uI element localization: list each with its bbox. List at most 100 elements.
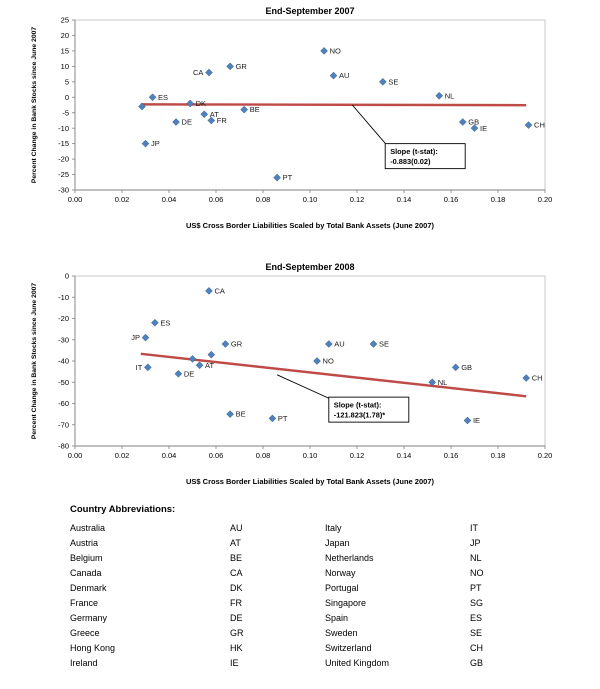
country-code: NL (470, 553, 482, 563)
point-label-FR: FR (217, 116, 228, 125)
country-code: SE (470, 628, 483, 638)
point-label-SE: SE (379, 340, 389, 349)
point-label-JP: JP (151, 139, 160, 148)
country-code: SG (470, 598, 484, 608)
x-axis-label: US$ Cross Border Liabilities Scaled by T… (186, 477, 435, 486)
country-name: Norway (325, 568, 356, 578)
data-point-IT (143, 363, 152, 372)
country-name: Denmark (70, 583, 107, 593)
country-name: Ireland (70, 658, 98, 668)
y-tick-label: -30 (58, 335, 69, 344)
point-label-CA: CA (214, 286, 224, 295)
data-point-PT (273, 173, 281, 182)
country-abbreviations-section: Country Abbreviations: Australia AU Italy I… (0, 504, 600, 671)
x-tick-label: 0.10 (303, 195, 318, 204)
annotation-leader-line (351, 104, 388, 146)
point-label-CA: CA (193, 68, 203, 77)
country-code: GR (230, 628, 244, 638)
country-code: DK (230, 583, 243, 593)
abbreviations-table: Australia AU Italy IT Austria AT Japan JP Belgiu… (70, 521, 600, 671)
x-tick-label: 0.00 (68, 451, 83, 460)
x-tick-label: 0.04 (162, 451, 177, 460)
data-point-SE (369, 340, 378, 348)
x-tick-label: 0.20 (538, 195, 553, 204)
point-label-GR: GR (231, 340, 243, 349)
country-name: Switzerland (325, 643, 372, 653)
data-point-CH (524, 121, 533, 129)
point-label-CH: CH (534, 121, 545, 130)
point-label-SE: SE (388, 77, 398, 86)
slope-annotation-box (328, 396, 410, 423)
y-tick-label: -40 (58, 357, 69, 366)
y-tick-label: -70 (58, 420, 69, 429)
x-tick-label: 0.12 (350, 195, 365, 204)
data-point-GB (451, 363, 460, 372)
point-label-DK: DK (196, 99, 206, 108)
y-tick-label: -5 (62, 108, 69, 117)
data-point-CA (205, 287, 213, 295)
x-tick-label: 0.06 (209, 451, 224, 460)
data-point-NL (435, 91, 444, 100)
country-name: Italy (325, 523, 342, 533)
x-tick-label: 0.18 (491, 195, 506, 204)
point-label-PT: PT (283, 173, 293, 182)
point-label-ES: ES (160, 318, 170, 327)
x-tick-label: 0.10 (303, 451, 318, 460)
y-tick-label: -10 (58, 124, 69, 133)
data-point-AT (195, 361, 204, 370)
data-point (138, 102, 146, 111)
country-code: JP (470, 538, 481, 548)
abbreviations-heading: Country Abbreviations: (70, 504, 176, 515)
data-point-GB (458, 118, 467, 126)
data-point (188, 355, 197, 363)
country-name: Singapore (325, 598, 367, 608)
y-tick-label: -15 (58, 139, 69, 148)
point-label-GB: GB (461, 363, 472, 372)
country-name: Netherlands (325, 553, 374, 563)
data-point-ES (151, 318, 159, 327)
slope-annotation-text: -0.883(0.02) (390, 157, 431, 166)
point-label-CH: CH (532, 374, 543, 383)
x-tick-label: 0.08 (256, 195, 271, 204)
y-tick-label: 5 (65, 77, 69, 86)
x-tick-label: 0.20 (538, 451, 553, 460)
x-tick-label: 0.02 (115, 451, 130, 460)
slope-annotation-text: Slope (t-stat): (334, 401, 382, 410)
data-point-DE (172, 118, 180, 126)
y-tick-label: -80 (58, 442, 69, 451)
trend-line (140, 103, 527, 107)
point-label-GR: GR (236, 62, 248, 71)
point-label-AU: AU (334, 340, 344, 349)
x-tick-label: 0.06 (209, 195, 224, 204)
point-label-AU: AU (339, 71, 349, 80)
annotation-leader-line (276, 374, 331, 400)
y-tick-label: -25 (58, 170, 69, 179)
point-label-NL: NL (445, 91, 455, 100)
country-name: Canada (70, 568, 102, 578)
country-code: ES (470, 613, 483, 623)
country-code: BE (230, 553, 243, 563)
point-label-IE: IE (473, 416, 480, 425)
chart-title: End-September 2007 (265, 6, 354, 16)
point-label-DE: DE (182, 118, 192, 127)
figure-page: End-September 2007 0.00 0.02 0.04 0.06 0.08 0.… (0, 4, 600, 689)
point-label-NO: NO (330, 47, 341, 56)
x-tick-label: 0.12 (350, 451, 365, 460)
data-point-CA (205, 68, 213, 77)
point-label-DE: DE (184, 369, 194, 378)
data-point-PT (268, 414, 277, 423)
chart-title: End-September 2008 (265, 262, 354, 272)
data-point-DK (186, 99, 195, 108)
y-tick-label: -50 (58, 378, 69, 387)
y-tick-label: -60 (58, 399, 69, 408)
country-code: IE (230, 658, 239, 668)
data-point-NO (313, 357, 321, 365)
data-point-NO (320, 47, 328, 55)
data-point-GR (226, 62, 234, 71)
data-point-IE (470, 124, 479, 133)
country-name: Sweden (325, 628, 358, 638)
country-name: Japan (325, 538, 350, 548)
x-tick-label: 0.16 (444, 451, 459, 460)
y-tick-label: 0 (65, 93, 69, 102)
country-name: Belgium (70, 553, 103, 563)
